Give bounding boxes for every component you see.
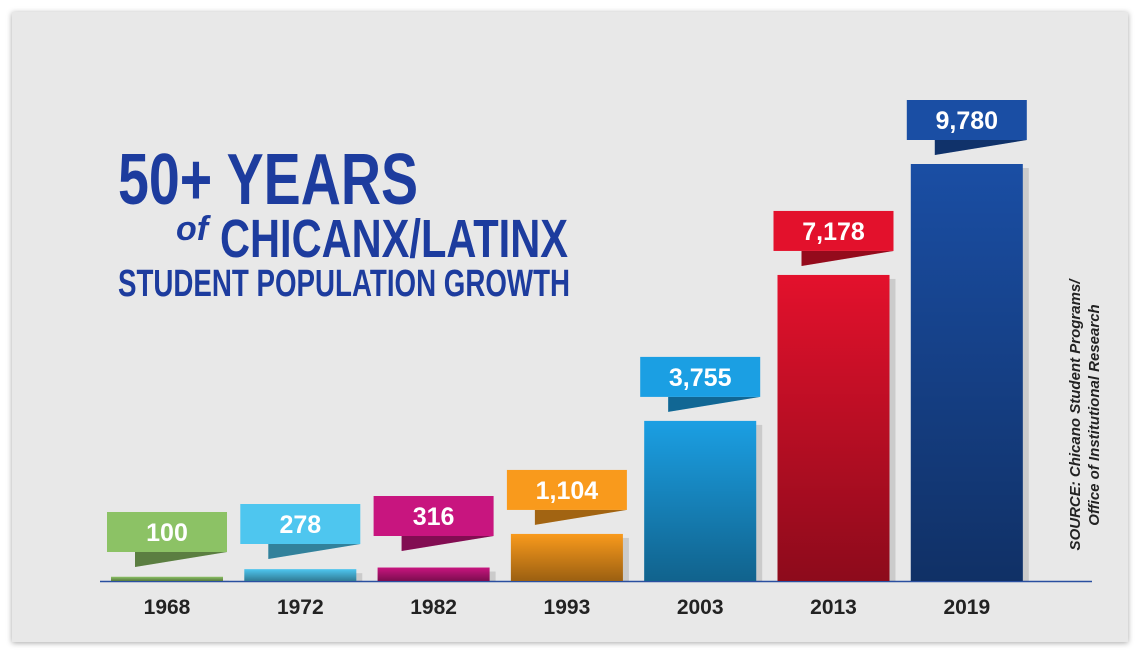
title-line1: 50+ YEARS	[118, 140, 418, 220]
bar-shade	[644, 420, 757, 581]
x-tick-label: 2003	[677, 596, 724, 619]
value-label-box	[240, 504, 361, 544]
label-fold	[934, 140, 1027, 155]
bar-shade	[777, 274, 890, 581]
value-label-box	[107, 512, 227, 552]
bar-shade	[910, 164, 1023, 581]
x-tick-label: 2013	[810, 596, 857, 619]
label-fold	[135, 552, 227, 567]
x-tick-label: 1968	[144, 596, 191, 619]
bar-shade	[510, 533, 623, 581]
source-line: SOURCE: Chicano Student Programs/	[1067, 278, 1084, 551]
bar-shade	[377, 567, 490, 581]
value-label: 278	[279, 511, 321, 539]
value-label-box	[373, 496, 494, 536]
label-fold	[534, 509, 627, 525]
title-line2: CHICANX/LATINX	[220, 209, 568, 269]
value-label: 100	[146, 519, 188, 547]
value-label: 1,104	[536, 477, 599, 505]
label-fold	[268, 544, 361, 559]
x-tick-label: 2019	[943, 596, 990, 619]
value-label: 9,780	[936, 107, 999, 135]
value-label-box	[773, 210, 894, 251]
x-tick-label: 1982	[410, 596, 457, 619]
label-fold-shade	[534, 509, 627, 525]
label-fold-shade	[934, 140, 1027, 155]
x-tick-label: 1972	[277, 596, 324, 619]
bar-shade	[244, 569, 357, 581]
value-label: 316	[413, 503, 455, 531]
x-tick-label: 1993	[544, 596, 591, 619]
label-fold-shade	[801, 250, 894, 266]
value-label: 3,755	[669, 364, 732, 392]
value-label: 7,178	[802, 218, 865, 246]
label-fold	[401, 536, 494, 551]
value-label-box	[640, 356, 761, 397]
value-label-box	[906, 100, 1027, 140]
source-line: Office of Institutional Research	[1086, 304, 1103, 525]
title-of: of	[176, 210, 212, 248]
label-fold-shade	[668, 396, 761, 412]
label-fold-shade	[268, 544, 361, 559]
value-label-box	[506, 469, 627, 510]
label-fold-shade	[135, 552, 227, 567]
label-fold	[801, 250, 894, 266]
bar-shade	[111, 576, 223, 581]
title-line3: STUDENT POPULATION GROWTH	[118, 263, 570, 305]
label-fold-shade	[401, 536, 494, 551]
label-fold	[668, 396, 761, 412]
